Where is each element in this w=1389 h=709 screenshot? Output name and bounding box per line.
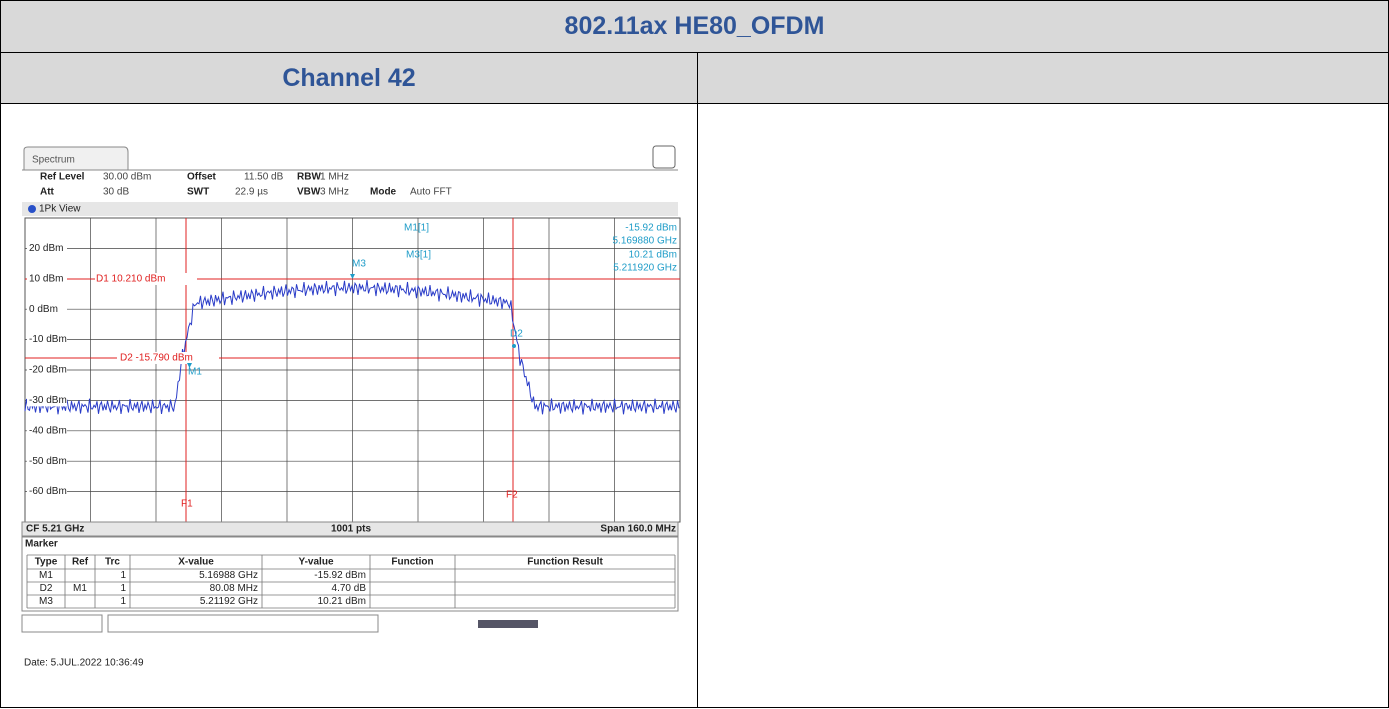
column-header: Ref — [72, 557, 89, 568]
channel-cell: Channel 42 — [0, 52, 698, 104]
marker-title: Marker — [25, 539, 58, 550]
readout-freq: 5.169880 GHz — [613, 236, 678, 247]
label-bg — [95, 273, 197, 285]
column-header: Function — [391, 557, 433, 568]
label-bg — [27, 333, 67, 346]
y-axis-label: 10 dBm — [29, 273, 63, 284]
readout-label: M3[1] — [406, 250, 431, 261]
empty-cell — [697, 103, 1389, 708]
setting-value: 30.00 dBm — [103, 172, 151, 183]
readout-freq: 5.211920 GHz — [613, 263, 677, 274]
line-label: D1 10.210 dBm — [96, 274, 166, 285]
table-cell: 5.16988 GHz — [199, 570, 258, 581]
label-bg — [27, 242, 67, 255]
y-axis-label: 0 dBm — [29, 304, 58, 315]
label-bg — [27, 485, 67, 498]
marker-tag: D2 — [510, 329, 523, 340]
marker-tag: M1 — [188, 367, 202, 378]
setting-label: VBW — [297, 187, 321, 198]
setting-value: 30 dB — [103, 187, 129, 198]
marker — [187, 363, 192, 368]
readout-level: -15.92 dBm — [625, 223, 677, 234]
table-cell: M1 — [39, 570, 53, 581]
table-cell: D2 — [40, 583, 53, 594]
column-header: Function Result — [527, 557, 603, 568]
label-bg — [27, 424, 67, 437]
column-header: Trc — [105, 557, 120, 568]
y-axis-label: -10 dBm — [29, 334, 67, 345]
marker-panel — [21, 536, 679, 612]
view-dot — [28, 205, 36, 213]
table-cell: 1 — [120, 570, 126, 581]
date: Date: 5.JUL.2022 10:36:49 — [24, 658, 144, 669]
marker — [512, 344, 516, 348]
footer-text: CF 5.21 GHz — [26, 524, 84, 535]
setting-label: Ref Level — [40, 172, 85, 183]
table-cell: -15.92 dBm — [314, 570, 366, 581]
trace — [24, 280, 680, 415]
marker — [350, 274, 355, 279]
footer-bar — [21, 521, 679, 537]
label-bg — [27, 364, 67, 376]
label-bg — [27, 455, 67, 468]
y-axis-label: -20 dBm — [29, 365, 67, 376]
footer-text: Span 160.0 MHz — [600, 524, 676, 535]
table-cell: M3 — [39, 596, 53, 607]
setting-value: 11.50 dB — [244, 172, 284, 183]
label-bg — [27, 272, 67, 285]
y-axis-label: -40 dBm — [29, 425, 67, 436]
setting-value: 22.9 µs — [235, 187, 268, 198]
table-cell: M1 — [73, 583, 87, 594]
freq-line-label: F1 — [181, 499, 193, 510]
setting-label: SWT — [187, 187, 209, 198]
setting-value: 3 MHz — [320, 187, 349, 198]
icon — [652, 145, 676, 169]
label-bg — [117, 352, 219, 364]
marker-tag: M3 — [352, 259, 366, 270]
y-axis-label: -30 dBm — [29, 395, 67, 406]
setting-value: 1 MHz — [320, 172, 349, 183]
setting-value: Auto FFT — [410, 187, 452, 198]
y-axis-label: -50 dBm — [29, 456, 67, 467]
status-box — [21, 614, 103, 633]
freq-line-label: F2 — [506, 490, 518, 501]
status-box — [107, 614, 379, 633]
footer-text: 1001 pts — [331, 524, 371, 535]
label-bg — [27, 303, 67, 316]
readout-label: M1[1] — [404, 223, 429, 234]
table-cell: 4.70 dB — [332, 583, 367, 594]
table-cell: 5.21192 GHz — [200, 596, 258, 607]
table-cell: 1 — [120, 596, 126, 607]
table-cell: 1 — [120, 583, 126, 594]
table-cell: 80.08 MHz — [210, 583, 258, 594]
view-bar — [22, 202, 678, 216]
label-bg — [27, 394, 67, 407]
y-axis-label: 20 dBm — [29, 243, 63, 254]
setting-label: Mode — [370, 187, 397, 198]
readout-level: 10.21 dBm — [629, 250, 677, 261]
setting-label: RBW — [297, 172, 321, 183]
setting-label: Offset — [187, 172, 217, 183]
table-cell: 10.21 dBm — [318, 596, 366, 607]
tab — [23, 146, 129, 170]
view-label: 1Pk View — [39, 204, 81, 215]
setting-label: Att — [40, 187, 55, 198]
column-header: Type — [35, 557, 58, 568]
table-title: 802.11ax HE80_OFDM — [0, 0, 1389, 53]
tab-label: Spectrum — [32, 155, 75, 166]
column-header: X-value — [178, 557, 214, 568]
line-label: D2 -15.790 dBm — [120, 353, 193, 364]
column-header: Y-value — [298, 557, 333, 568]
y-axis-label: -60 dBm — [29, 486, 67, 497]
status-indicator — [478, 620, 538, 628]
